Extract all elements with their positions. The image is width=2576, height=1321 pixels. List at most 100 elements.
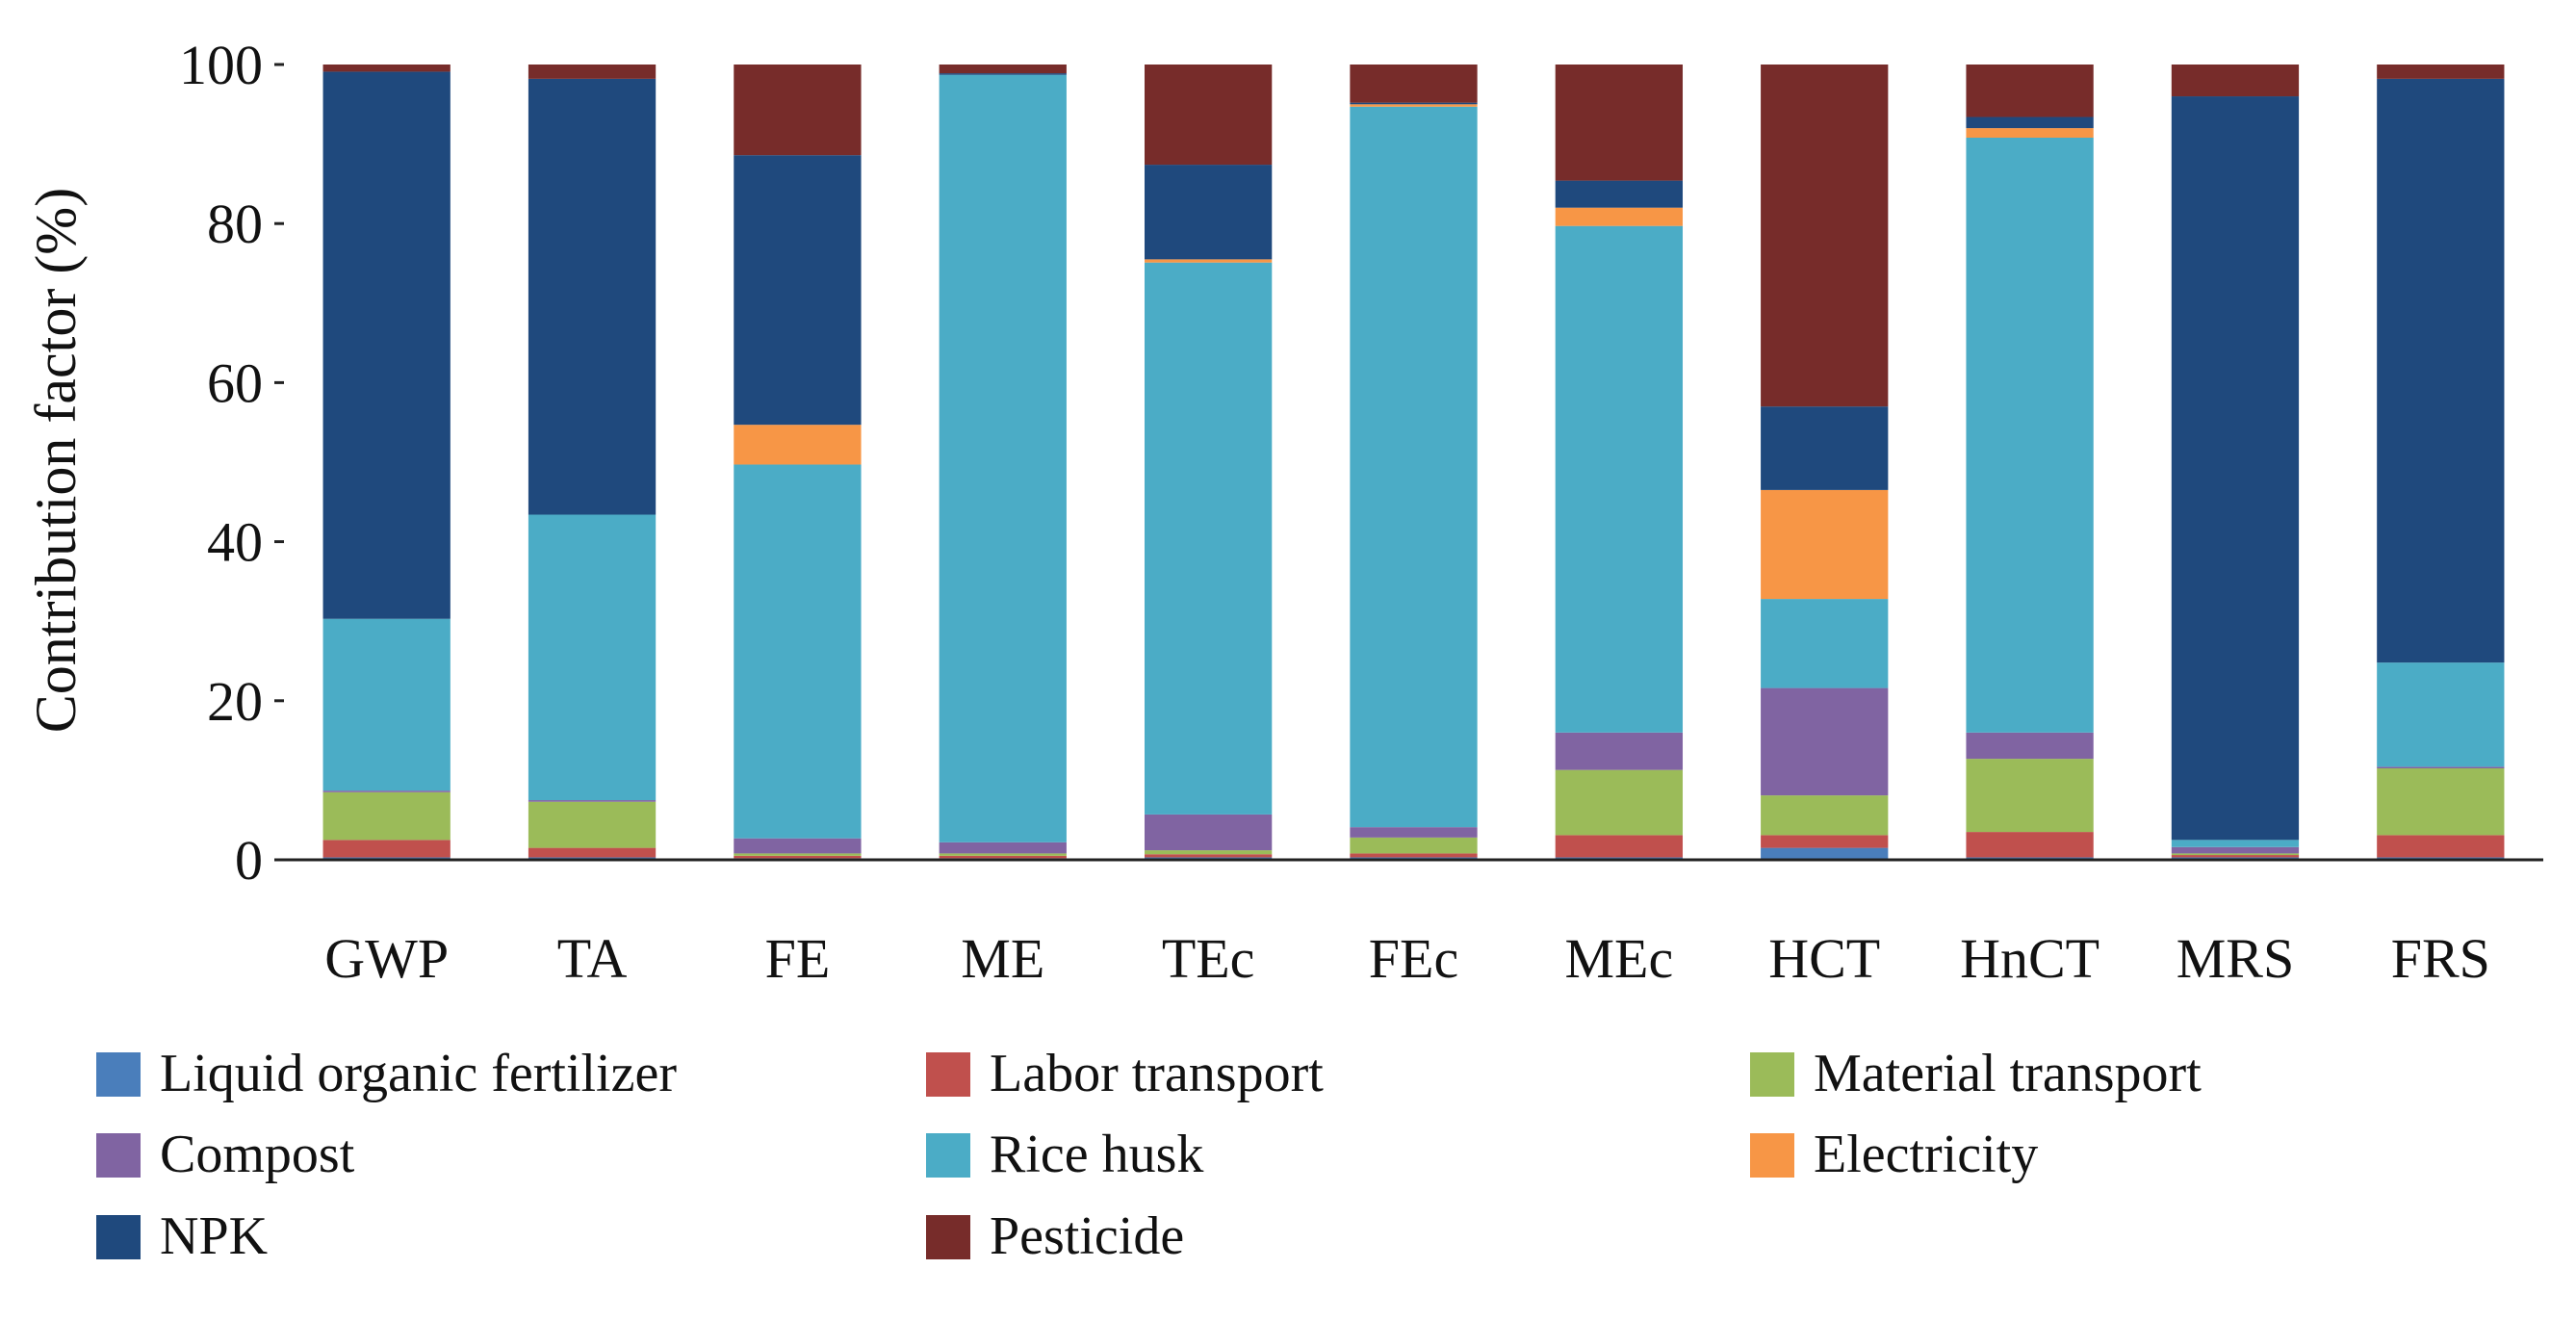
bar-segment-rice-husk <box>1555 225 1684 733</box>
bar-segment-pesticide <box>2377 65 2505 79</box>
bar-segment-pesticide <box>1761 65 1889 407</box>
legend-item: Rice husk <box>926 1125 1203 1184</box>
bar-segment-material-transport <box>734 853 862 856</box>
bar-segment-material-transport <box>322 791 451 841</box>
legend-item: Compost <box>96 1125 355 1184</box>
bar-segment-material-transport <box>2377 768 2505 836</box>
bar-segment-electricity <box>1761 489 1889 600</box>
legend-label: Compost <box>160 1125 355 1184</box>
x-tick-label: TA <box>557 927 628 990</box>
legend-label: Pesticide <box>990 1206 1184 1266</box>
legend-swatch <box>1750 1052 1794 1097</box>
bar-segment-electricity <box>1555 207 1684 226</box>
legend-label: Rice husk <box>990 1125 1203 1184</box>
bar-segment-npk <box>939 73 1067 75</box>
x-tick-label: HCT <box>1768 927 1880 990</box>
legend-item: Pesticide <box>926 1206 1184 1266</box>
legend-item: Electricity <box>1750 1125 2038 1184</box>
y-tick-label: 0 <box>235 829 263 892</box>
legend-swatch <box>96 1215 141 1259</box>
bar-stack-tec <box>1144 65 1273 860</box>
bar-segment-npk <box>1966 117 2094 129</box>
x-tick-label: HnCT <box>1960 927 2099 990</box>
bar-segment-labor-transport <box>1555 835 1684 858</box>
x-tick-label: MRS <box>2177 927 2295 990</box>
bar-segment-compost <box>1761 687 1889 796</box>
bar-segment-pesticide <box>734 65 862 156</box>
bar-stack-fe <box>734 65 862 860</box>
legend-label: NPK <box>160 1206 268 1266</box>
bar-segment-pesticide <box>2171 65 2300 97</box>
bar-segment-labor-transport <box>528 847 657 858</box>
x-tick-label: MEc <box>1564 927 1673 990</box>
bar-segment-npk <box>1350 102 1478 105</box>
bar-segment-rice-husk <box>939 74 1067 842</box>
y-tick-label: 40 <box>207 511 263 574</box>
y-tick-label: 20 <box>207 670 263 733</box>
bar-segment-labor-transport <box>1350 853 1478 858</box>
bar-segment-labor-transport <box>322 840 451 858</box>
bar-segment-pesticide <box>1555 65 1684 181</box>
bar-segment-electricity <box>1144 259 1273 263</box>
bar-segment-compost <box>1555 732 1684 770</box>
bar-segment-rice-husk <box>1966 137 2094 733</box>
x-tick-label: FEc <box>1369 927 1458 990</box>
legend-swatch <box>96 1052 141 1097</box>
y-axis-title: Contribution factor (%) <box>24 188 88 734</box>
bar-stack-frs <box>2377 65 2505 860</box>
bar-segment-electricity <box>1350 104 1478 107</box>
bar-segment-npk <box>528 78 657 515</box>
bar-stack-mrs <box>2171 65 2300 860</box>
bar-segment-labor-transport <box>1966 832 2094 858</box>
bar-segment-pesticide <box>1350 65 1478 103</box>
bar-segment-labor-transport <box>734 855 862 859</box>
x-tick-label: TEc <box>1162 927 1255 990</box>
bar-segment-labor-transport <box>1144 854 1273 858</box>
bar-segment-compost <box>1966 732 2094 760</box>
bar-segment-rice-husk <box>528 514 657 801</box>
bar-segment-pesticide <box>322 65 451 72</box>
legend-label: Liquid organic fertilizer <box>160 1044 677 1103</box>
bar-segment-pesticide <box>939 65 1067 74</box>
bar-stack-mec <box>1555 65 1684 860</box>
legend-swatch <box>926 1052 970 1097</box>
bar-segment-compost <box>734 838 862 854</box>
bar-segment-pesticide <box>1144 65 1273 166</box>
bar-segment-npk <box>322 71 451 619</box>
x-tick-label: FRS <box>2391 927 2490 990</box>
bar-segment-electricity <box>734 425 862 465</box>
bar-segment-labor-transport <box>2377 835 2505 858</box>
legend-swatch <box>1750 1133 1794 1178</box>
bar-segment-rice-husk <box>322 618 451 791</box>
legend-label: Material transport <box>1814 1044 2202 1103</box>
y-tick-label: 80 <box>207 193 263 255</box>
y-axis-ticks: 0 20 40 60 80 100 <box>179 34 284 892</box>
bar-segment-rice-husk <box>734 464 862 839</box>
bar-segment-compost <box>322 790 451 792</box>
bar-segment-labor-transport <box>1761 835 1889 848</box>
y-tick-label: 100 <box>179 34 263 96</box>
x-tick-label: GWP <box>324 927 449 990</box>
bar-segment-npk <box>734 155 862 426</box>
bar-segment-npk <box>1144 165 1273 260</box>
legend-item: Material transport <box>1750 1044 2202 1103</box>
bar-segment-compost <box>1144 814 1273 851</box>
bar-segment-compost <box>2377 766 2505 769</box>
legend-item: NPK <box>96 1206 268 1266</box>
bar-segment-labor-transport <box>939 855 1067 859</box>
bar-segment-compost <box>1350 827 1478 838</box>
bar-segment-rice-husk <box>2171 840 2300 847</box>
bar-segment-rice-husk <box>1144 262 1273 815</box>
bar-stack-gwp <box>322 65 451 860</box>
legend-label: Electricity <box>1814 1125 2038 1184</box>
bar-segment-material-transport <box>528 801 657 848</box>
x-tick-label: ME <box>961 927 1044 990</box>
bar-segment-pesticide <box>528 65 657 79</box>
legend-item: Labor transport <box>926 1044 1324 1103</box>
legend-item: Liquid organic fertilizer <box>96 1044 677 1103</box>
bar-stack-fec <box>1350 65 1478 860</box>
legend: Liquid organic fertilizer Labor transport… <box>96 1044 2202 1266</box>
legend-swatch <box>926 1215 970 1259</box>
bar-segment-npk <box>1555 180 1684 208</box>
